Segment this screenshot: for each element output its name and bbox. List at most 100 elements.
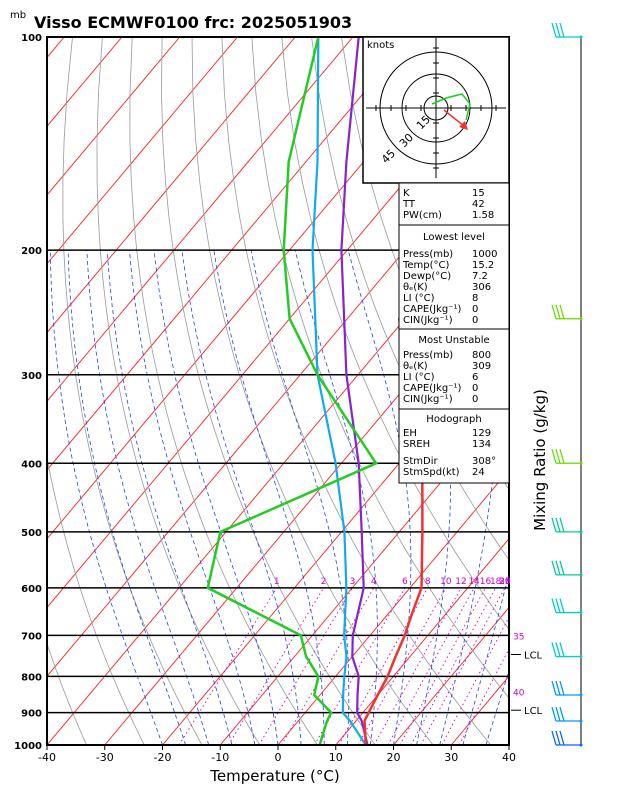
pressure-tick-label: 200 [21, 246, 42, 257]
stat-label: θₑ(K) [403, 361, 428, 372]
hodograph-trace [431, 93, 471, 121]
wind-barb-feather [551, 560, 557, 576]
temperature-tick-label: 40 [502, 751, 516, 764]
stats-panel: K 15 TT 42 PW(cm) 1.58 Lowest level Press(mb) 10… [398, 182, 510, 484]
stat-value: 7.2 [472, 271, 488, 282]
storm-motion-arrow [443, 109, 465, 127]
moist-adiabat-line [181, 250, 302, 745]
stat-label: LI (°C) [403, 293, 435, 304]
stat-label: CAPE(Jkg⁻¹) [403, 304, 461, 315]
stat-label: Press(mb) [403, 350, 453, 361]
stat-value: 8 [472, 293, 478, 304]
moist-adiabat-line [129, 250, 256, 745]
dry-adiabat-line [551, 37, 618, 745]
mixing-ratio-line [357, 587, 447, 745]
theta-e-label: 35 [513, 632, 524, 642]
pressure-tick-label: 800 [21, 672, 42, 683]
wind-barb-feather [559, 730, 565, 746]
moist-adiabat-line [86, 250, 210, 745]
stat-value: 15.2 [472, 260, 494, 271]
stat-value: 42 [472, 199, 485, 210]
isotherm-line [219, 400, 509, 745]
wind-barb-feather [551, 642, 557, 657]
pressure-tick-label: 600 [21, 584, 42, 595]
wind-barb-dot [579, 530, 583, 534]
stat-label: θₑ(K) [403, 282, 428, 293]
x-axis-label: Temperature (°C) [209, 767, 339, 785]
y-axis-label: Mixing Ratio (g/kg) [531, 389, 549, 531]
moist-adiabat-line [67, 250, 186, 745]
mixing-ratio-label: 25 [499, 577, 510, 587]
isotherm-line [393, 606, 509, 745]
isotherm-line [47, 194, 509, 745]
wind-barb-dot [579, 573, 583, 577]
stat-label: CAPE(Jkg⁻¹) [403, 383, 461, 394]
stat-value: 0 [472, 394, 478, 405]
dry-adiabat-line [129, 37, 318, 745]
temperature-tick-label: -10 [211, 751, 229, 764]
moist-adiabat-line [49, 250, 163, 745]
lcl-markers: LCL LCL [511, 650, 543, 717]
mixing-ratio-line [281, 587, 375, 745]
mixing-ratio-label: 1 [274, 577, 280, 587]
mixing-ratio-line [441, 616, 509, 745]
pressure-tick-label: 500 [21, 528, 42, 539]
wind-barb-feather [555, 706, 561, 722]
wind-barb-feather [551, 304, 557, 319]
hodograph-unit: knots [367, 40, 394, 51]
stat-label: CIN(Jkg⁻¹) [403, 315, 453, 326]
dry-adiabat-line [47, 455, 145, 745]
mixing-ratio-line [420, 587, 506, 745]
stat-label: StmSpd(kt) [403, 467, 460, 478]
mixing-ratio-label: 2 [321, 577, 327, 587]
wind-barb-feather [555, 642, 561, 657]
mixing-ratio-label: 18 [490, 577, 502, 587]
wind-barb-dot [579, 743, 583, 747]
wind-barb-feather [551, 680, 557, 696]
temperature-tick-label: 10 [329, 751, 343, 764]
stat-label: EH [403, 428, 417, 439]
dry-adiabat-line [611, 37, 618, 745]
mixing-ratio-line [228, 587, 324, 745]
wind-barb-feather [555, 560, 561, 576]
stat-section-title: Lowest level [423, 232, 485, 243]
wind-barb-feather [555, 449, 561, 464]
dry-adiabat-line [47, 642, 87, 745]
mixing-ratio-label: 30 [499, 577, 511, 587]
stat-value: 0 [472, 383, 478, 394]
mixing-ratio-line [258, 587, 353, 745]
wind-barb-dot [579, 693, 583, 697]
stat-label: TT [402, 199, 416, 210]
isotherm-line [335, 538, 509, 745]
background-grid [47, 37, 618, 745]
mixing-ratio-label: 8 [425, 577, 431, 587]
virtual-temperature-line [340, 37, 369, 745]
dry-adiabat-line [581, 37, 618, 745]
pressure-tick-label: 900 [21, 709, 42, 720]
stat-section-title: Hodograph [426, 414, 481, 425]
wind-barb-feather [555, 517, 561, 533]
stat-value: 306 [472, 282, 491, 293]
wind-barb-feather [559, 304, 565, 319]
mixing-ratio-line [338, 587, 429, 745]
moist-adiabat-line [106, 250, 233, 745]
temperature-tick-label: -20 [154, 751, 172, 764]
dry-adiabat-line [96, 37, 261, 745]
mixing-ratio-label: 6 [402, 577, 408, 587]
moist-adiabat-line [294, 250, 378, 745]
isotherm-line [277, 469, 509, 745]
wind-barb-feather [559, 706, 565, 722]
wind-barb-feather [555, 22, 561, 38]
wind-barb-feather [559, 642, 565, 657]
temperature-tick-label: -40 [38, 751, 56, 764]
mixing-ratio-label: 20 [499, 577, 511, 587]
stat-label: SREH [403, 439, 430, 450]
stat-label: Dewp(°C) [403, 271, 451, 282]
parcel-profile-line [311, 37, 367, 745]
mixing-ratio-label: 10 [440, 577, 452, 587]
most-unstable-box [398, 328, 510, 410]
dry-adiabat-line [281, 37, 509, 630]
theta-e-label: 40 [513, 688, 525, 698]
pressure-tick-label: 400 [21, 459, 42, 470]
wind-barb-dot [579, 719, 583, 723]
